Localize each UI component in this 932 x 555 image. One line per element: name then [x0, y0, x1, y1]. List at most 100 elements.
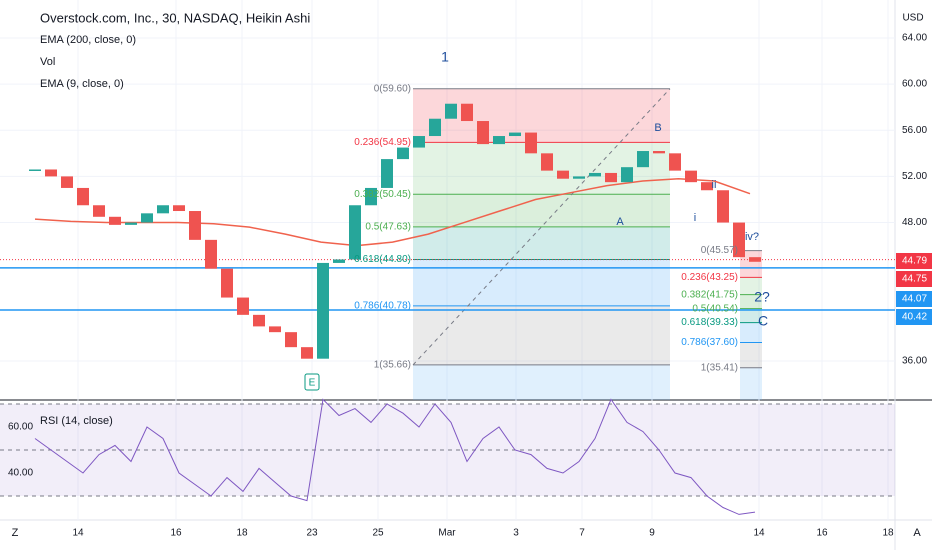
fib-band [740, 367, 762, 400]
wave-label: ii [712, 179, 717, 191]
candle [493, 136, 505, 145]
wave-label: B [654, 122, 661, 134]
candle [365, 187, 377, 206]
time-label: 7 [579, 528, 585, 539]
candle [237, 297, 249, 315]
candle [717, 190, 729, 223]
price-tag-label: 44.79 [902, 256, 927, 267]
corner-right[interactable]: A [913, 527, 921, 539]
fib-band [413, 364, 670, 400]
fib-band [413, 305, 670, 365]
candle [77, 187, 89, 206]
legend-indicator: Vol [40, 56, 55, 68]
candle [285, 332, 297, 348]
candle [541, 153, 553, 171]
wave-label: C [758, 313, 768, 329]
fib-label: 0.5(40.54) [692, 303, 738, 314]
fib-label: 0(45.57) [701, 245, 738, 256]
corner-left[interactable]: Z [12, 527, 19, 539]
candle [93, 205, 105, 217]
candle [109, 216, 121, 225]
candle [589, 172, 601, 177]
currency[interactable]: USD [902, 13, 923, 24]
legend-indicator: EMA (200, close, 0) [40, 34, 136, 46]
candle [669, 153, 681, 171]
fib-label: 1(35.66) [374, 360, 411, 371]
candle [205, 239, 217, 269]
candle [733, 222, 745, 258]
candle [397, 147, 409, 160]
wave-label: A [616, 216, 624, 228]
fib-label: 0.618(39.33) [681, 317, 738, 328]
fib-label: 1(35.41) [701, 362, 738, 373]
wave-label: i [694, 212, 696, 224]
time-label: 9 [649, 528, 655, 539]
earnings-label: E [309, 378, 316, 389]
candle [413, 136, 425, 148]
time-label: Mar [438, 528, 456, 539]
time-label: 23 [306, 528, 318, 539]
price-tag-label: 40.42 [902, 312, 927, 323]
fib-band [740, 322, 762, 343]
wave-label: 1 [441, 49, 449, 65]
price-tick-label: 56.00 [902, 125, 927, 136]
fib-label: 0.618(44.80) [354, 254, 411, 265]
candle [189, 211, 201, 240]
legend-title: Overstock.com, Inc., 30, NASDAQ, Heikin … [40, 10, 310, 25]
fib-label: 0(59.60) [374, 83, 411, 94]
candle [381, 159, 393, 188]
candle [125, 222, 137, 225]
ema200-line [34, 177, 751, 247]
candle [301, 347, 313, 359]
time-label: 18 [236, 528, 248, 539]
price-tag-label: 44.75 [902, 274, 927, 285]
time-label: 16 [816, 528, 828, 539]
fib-trend [412, 88, 671, 366]
fib-band [413, 259, 670, 306]
fib-label: 0.236(43.25) [681, 272, 738, 283]
price-tag [896, 271, 932, 287]
time-label: 14 [72, 528, 84, 539]
candle [525, 132, 537, 154]
price-tag-label: 44.07 [902, 294, 927, 305]
fib-label: 0.5(47.63) [365, 221, 411, 232]
earnings-marker [304, 373, 320, 391]
price-tag [896, 291, 932, 307]
price-tick-label: 52.00 [902, 171, 927, 182]
fib-band [413, 226, 670, 260]
time-label: 25 [372, 528, 384, 539]
fib-band [740, 342, 762, 368]
fib-label: 0.786(40.78) [354, 300, 411, 311]
fib-band [740, 308, 762, 323]
fib-label: 0.382(50.45) [354, 189, 411, 200]
candle [157, 205, 169, 214]
candle [61, 176, 73, 188]
price-tick-label: 48.00 [902, 217, 927, 228]
candle [653, 151, 665, 154]
candle [477, 121, 489, 145]
candle [429, 118, 441, 137]
candle [573, 176, 585, 179]
rsi-line [34, 398, 756, 515]
candle [621, 167, 633, 183]
candle [557, 170, 569, 179]
price-tick-label: 64.00 [902, 33, 927, 44]
candle [45, 169, 57, 177]
candle [605, 172, 617, 183]
legend-indicator: EMA (9, close, 0) [40, 78, 124, 90]
candle [141, 213, 153, 223]
plot [0, 88, 895, 515]
time-label: 16 [170, 528, 182, 539]
fib-band [740, 277, 762, 295]
candle [461, 103, 473, 122]
candle [269, 326, 281, 333]
time-label: 18 [882, 528, 894, 539]
candle [333, 259, 345, 263]
candle [29, 169, 41, 171]
fib-label: 0.382(41.75) [681, 289, 738, 300]
candle [637, 151, 649, 168]
price-tick-label: 36.00 [902, 356, 927, 367]
time-label: 3 [513, 528, 519, 539]
wave-label: 2? [754, 289, 770, 305]
